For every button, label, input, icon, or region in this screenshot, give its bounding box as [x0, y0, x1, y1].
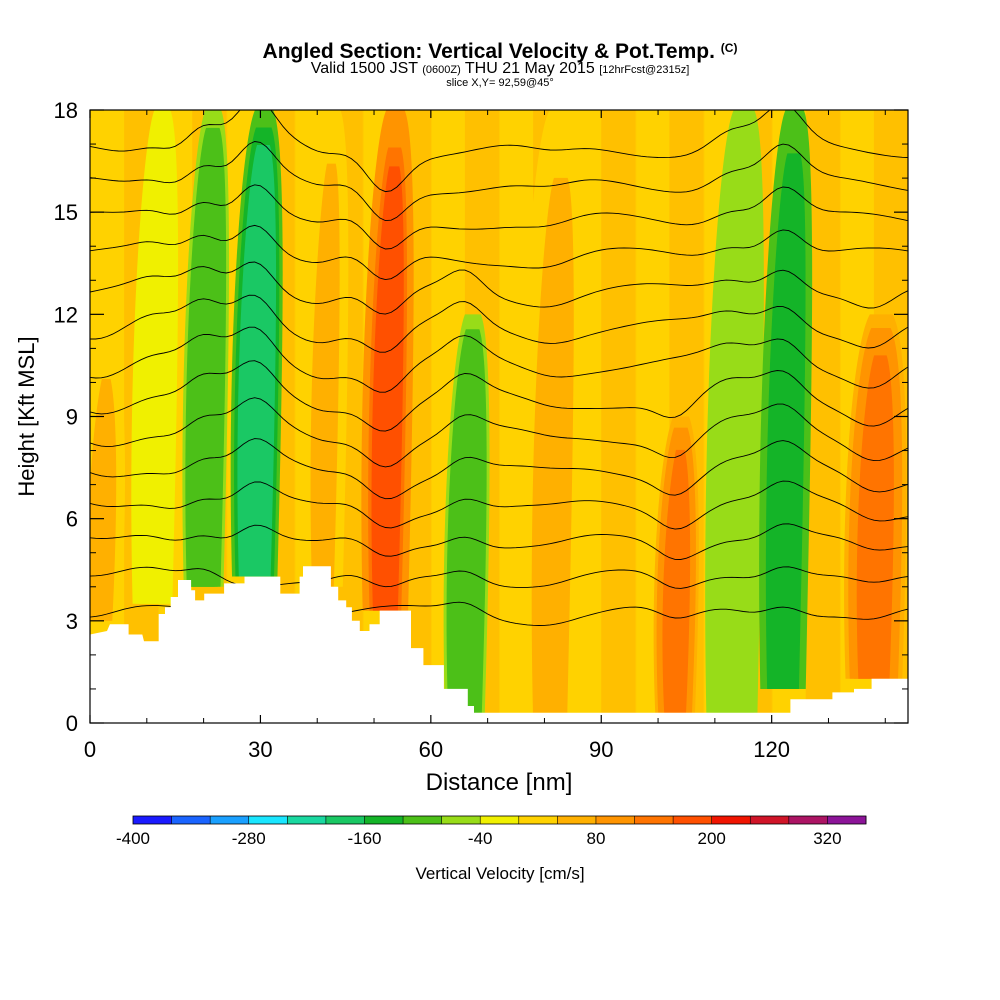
velocity-cell — [856, 355, 894, 679]
terrain — [90, 566, 908, 723]
colorbar-tick-label: 320 — [813, 829, 841, 848]
isentrope-line — [90, 480, 908, 530]
axes: 0 30 60 90 120 0 3 6 9 12 15 18 Distance [nm] Height … — [14, 98, 908, 796]
isentrope-line — [90, 326, 908, 393]
velocity-cell — [662, 449, 691, 713]
copyright-mark: (C) — [720, 41, 738, 55]
velocity-cell — [716, 177, 753, 713]
y-axis-label: Height [Kft MSL] — [14, 336, 39, 496]
colorbar-swatch — [673, 816, 713, 824]
velocity-cell — [240, 162, 273, 577]
isentrope-line — [90, 261, 908, 315]
x-tick-label: 0 — [84, 737, 96, 762]
colorbar-swatch — [711, 816, 751, 824]
colorbar-swatch — [750, 816, 790, 824]
isentrope-line — [90, 141, 908, 222]
y-tick-label: 6 — [66, 507, 78, 532]
colorbar-tick-label: -400 — [116, 829, 150, 848]
colorbar-swatch — [248, 816, 288, 824]
x-tick-label: 120 — [753, 737, 790, 762]
potential-temperature-contours — [90, 110, 908, 626]
x-axis-label: Distance [nm] — [426, 769, 573, 796]
colorbar-swatch — [827, 816, 867, 824]
velocity-cell — [90, 379, 117, 621]
field-texture-band — [601, 110, 637, 723]
colorbar-swatch — [557, 816, 597, 824]
colorbar-frame — [132, 815, 867, 825]
x-tick-label: 30 — [248, 737, 272, 762]
colorbar-tick-label: -280 — [232, 829, 266, 848]
colorbar-swatch — [364, 816, 404, 824]
forecast-label: [12hrFcst@2315z] — [599, 64, 690, 76]
colorbar-swatch — [480, 816, 520, 824]
slice-label: slice X,Y= 92,59@45° — [446, 77, 554, 89]
velocity-cell — [140, 165, 170, 604]
colorbar-title: Vertical Velocity [cm/s] — [415, 864, 585, 883]
colorbar-swatch — [210, 816, 250, 824]
velocity-cell — [769, 175, 803, 689]
y-tick-label: 0 — [66, 711, 78, 736]
colorbar-swatch — [518, 816, 558, 824]
x-tick-label: 90 — [589, 737, 613, 762]
y-tick-label: 15 — [54, 200, 78, 225]
colorbar-swatch — [171, 816, 211, 824]
y-tick-label: 18 — [54, 98, 78, 123]
terrain-profile — [90, 566, 908, 723]
colorbar-tick-label: 200 — [697, 829, 725, 848]
isentrope-line — [90, 110, 908, 193]
colorbar-tick-label: 80 — [586, 829, 605, 848]
valid-time: Valid 1500 JST — [310, 60, 418, 77]
isentrope-line — [90, 438, 908, 500]
colorbar-swatch — [441, 816, 481, 824]
chart-subtitle: Valid 1500 JST (0600Z) THU 21 May 2015 [… — [0, 61, 1000, 78]
colorbar: -400 -280 -160 -40 80 200 320 — [116, 815, 867, 848]
colorbar-swatch — [287, 816, 327, 824]
colorbar-swatch — [634, 816, 674, 824]
colorbar-swatch — [403, 816, 443, 824]
isentrope-line — [90, 294, 908, 353]
velocity-cell — [452, 359, 481, 713]
isentrope-line — [90, 523, 908, 560]
y-tick-label: 3 — [66, 609, 78, 634]
velocity-cell — [310, 163, 340, 587]
x-tick-label: 60 — [419, 737, 443, 762]
isentrope-line — [90, 224, 908, 281]
colorbar-tick-label: -160 — [347, 829, 381, 848]
colorbar-swatch — [595, 816, 636, 824]
valid-date: THU 21 May 2015 — [464, 60, 595, 77]
valid-utc: (0600Z) — [422, 64, 461, 76]
isentrope-line — [90, 397, 908, 468]
velocity-cell — [531, 177, 574, 713]
chart-title-text: Angled Section: Vertical Velocity & Pot.… — [262, 40, 715, 63]
y-tick-label: 9 — [66, 405, 78, 430]
colorbar-swatch — [133, 816, 173, 824]
y-tick-label: 12 — [54, 302, 78, 327]
isentrope-line — [90, 184, 908, 250]
colorbar-swatch — [788, 816, 828, 824]
isentrope-line — [90, 360, 908, 432]
isentrope-line — [90, 566, 908, 589]
chart-title: Angled Section: Vertical Velocity & Pot.… — [0, 36, 1000, 64]
colorbar-swatch — [325, 816, 365, 824]
colorbar-tick-label: -40 — [468, 829, 493, 848]
